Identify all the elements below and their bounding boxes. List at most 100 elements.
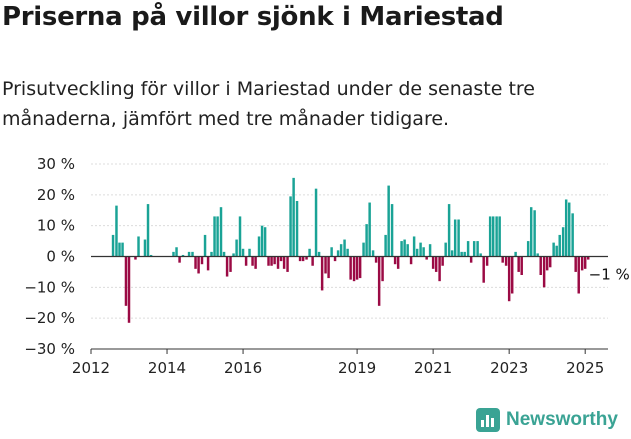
bar-positive: [317, 251, 321, 257]
bar-positive: [219, 207, 223, 257]
bar-positive: [476, 241, 479, 257]
bar-positive: [403, 239, 406, 257]
bar-negative: [377, 256, 381, 306]
bar-positive: [419, 242, 422, 257]
bar-negative: [358, 256, 362, 279]
y-tick-label: −10 %: [24, 278, 75, 296]
bar-positive: [447, 204, 451, 257]
x-tick-label: 2021: [414, 359, 452, 377]
bar-positive: [479, 253, 482, 257]
bar-positive: [216, 216, 219, 257]
bar-positive: [146, 204, 150, 257]
bar-negative: [267, 256, 270, 266]
bar-positive: [495, 216, 498, 257]
bar-negative: [586, 256, 590, 260]
bar-positive: [213, 216, 216, 257]
bar-negative: [485, 256, 489, 266]
bar-positive: [390, 204, 394, 257]
bar-negative: [583, 256, 587, 269]
bar-negative: [324, 256, 327, 274]
bar-positive: [175, 247, 178, 257]
latest-value-annotation: −1 %: [589, 266, 630, 284]
x-tick-label: 2012: [72, 359, 110, 377]
bar-negative: [251, 256, 254, 266]
bar-positive: [260, 225, 264, 257]
bar-positive: [241, 248, 245, 257]
bar-positive: [422, 247, 425, 257]
bar-negative: [276, 256, 280, 269]
bar-positive: [232, 253, 235, 257]
bar-positive: [295, 201, 299, 257]
bar-negative: [431, 256, 435, 269]
brand-name: Newsworthy: [506, 409, 618, 430]
bar-negative: [510, 256, 514, 294]
bar-negative: [381, 256, 384, 282]
newsworthy-logo: Newsworthy: [476, 408, 618, 432]
bar-positive: [514, 251, 517, 257]
bar-positive: [444, 242, 447, 257]
bar-negative: [580, 256, 584, 271]
y-tick-label: 10 %: [37, 217, 75, 235]
chart-axes: 30 % 20 % 10 % 0 % −10 % −20 % −30 %2012 2014 20…: [24, 155, 608, 377]
bar-negative: [409, 256, 413, 265]
bar-negative: [286, 256, 289, 272]
y-tick-label: −20 %: [24, 309, 75, 327]
bar-negative: [539, 256, 542, 275]
bar-positive: [384, 234, 387, 257]
x-tick-label: 2025: [566, 359, 604, 377]
bar-negative: [305, 256, 308, 260]
bar-negative: [438, 256, 441, 282]
bar-positive: [406, 244, 409, 257]
bar-positive: [210, 251, 213, 257]
bar-negative: [355, 256, 359, 280]
bar-positive: [292, 177, 295, 257]
bar-chart-logo-icon: [476, 408, 500, 432]
bar-negative: [194, 256, 197, 269]
y-tick-label: 30 %: [37, 155, 75, 173]
bar-negative: [482, 256, 485, 283]
bar-positive: [143, 239, 147, 257]
bar-negative: [507, 256, 511, 302]
bar-positive: [118, 242, 121, 257]
y-tick-label: 20 %: [37, 186, 75, 204]
bar-positive: [428, 244, 432, 257]
bar-positive: [336, 250, 340, 257]
bar-positive: [248, 248, 251, 257]
bar-negative: [254, 256, 257, 269]
bar-positive: [111, 234, 115, 257]
bar-negative: [229, 256, 232, 272]
bar-positive: [330, 247, 333, 257]
bar-positive: [257, 236, 261, 257]
page-title: Priserna på villor sjönk i Mariestad: [2, 2, 504, 32]
bar-negative: [396, 256, 400, 269]
bar-positive: [488, 216, 492, 257]
bar-positive: [339, 244, 343, 257]
bar-negative: [124, 256, 128, 306]
bar-positive: [263, 227, 267, 257]
chart-bars: [111, 177, 590, 323]
bar-negative: [134, 256, 137, 260]
bar-negative: [349, 256, 352, 280]
bar-positive: [466, 241, 470, 257]
bar-positive: [555, 245, 558, 257]
x-tick-label: 2016: [224, 359, 262, 377]
bar-negative: [311, 256, 314, 266]
bar-positive: [371, 250, 375, 257]
bar-positive: [314, 188, 318, 257]
bar-positive: [362, 242, 365, 257]
x-tick-label: 2023: [490, 359, 528, 377]
bar-positive: [450, 250, 454, 257]
bar-positive: [536, 253, 539, 257]
bar-positive: [571, 213, 574, 257]
bar-negative: [425, 256, 428, 260]
bar-negative: [279, 256, 283, 262]
bar-positive: [343, 239, 346, 257]
bar-negative: [127, 256, 131, 323]
bar-negative: [469, 256, 473, 263]
bar-positive: [308, 248, 311, 257]
bar-negative: [352, 256, 356, 282]
x-tick-label: 2019: [338, 359, 376, 377]
bar-positive: [181, 254, 185, 257]
bar-positive: [172, 251, 175, 257]
page-subtitle: Prisutveckling för villor i Mariestad un…: [2, 78, 535, 130]
